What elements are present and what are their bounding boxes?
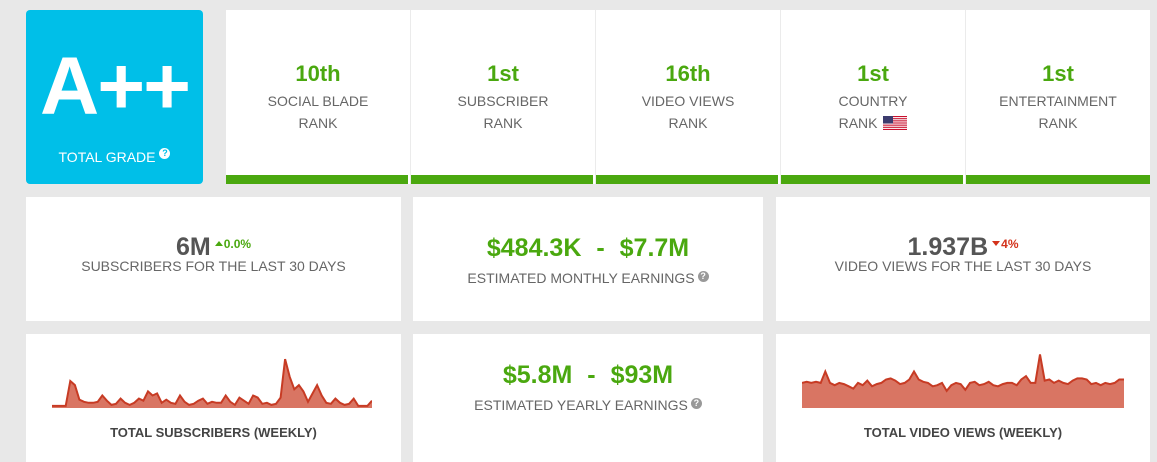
rank-label: ENTERTAINMENT — [999, 93, 1117, 109]
rank-value: 1st — [857, 61, 889, 86]
rank-value: 10th — [295, 61, 341, 86]
rank-video-views: 16th VIDEO VIEWS RANK — [596, 10, 781, 184]
subscribers-30d-row: 6M 0.0% — [26, 229, 401, 262]
rank-country: 1st COUNTRY RANK — [781, 10, 966, 184]
rank-accent-bar — [411, 175, 593, 184]
views-weekly-card: TOTAL VIDEO VIEWS (WEEKLY) — [776, 334, 1150, 462]
views-30d-label: VIDEO VIEWS FOR THE LAST 30 DAYS — [834, 258, 1092, 274]
total-grade-value: A++ — [40, 41, 191, 132]
views-weekly-sparkline — [802, 354, 1124, 408]
rank-value: 16th — [665, 61, 711, 86]
total-grade-card: A++ TOTAL GRADE? — [26, 10, 203, 184]
rank-value: 1st — [1042, 61, 1074, 86]
rank-strip: 10th SOCIAL BLADE RANK 1st SUBSCRIBER RA… — [226, 10, 1150, 184]
subscribers-30d-value: 6M — [175, 233, 211, 261]
sparkline-line — [802, 354, 1124, 393]
range-separator: - — [596, 234, 605, 262]
rank-label: SOCIAL BLADE — [267, 93, 369, 109]
range-separator: - — [587, 361, 596, 389]
sparkline-line — [52, 358, 372, 407]
views-30d-card: 1.937B 4% VIDEO VIEWS FOR THE LAST 30 DAY… — [776, 197, 1150, 321]
views-weekly-label: TOTAL VIDEO VIEWS (WEEKLY) — [863, 425, 1063, 440]
monthly-earnings-label-row: ESTIMATED MONTHLY EARNINGS? — [413, 269, 763, 287]
subscribers-weekly-sparkline — [52, 358, 372, 408]
rank-label: COUNTRY — [838, 93, 908, 109]
views-30d-row: 1.937B 4% — [776, 229, 1150, 262]
subscribers-30d-change: 0.0% — [214, 237, 252, 251]
yearly-earnings-high: $93M — [610, 361, 674, 389]
rank-label: RANK — [1038, 115, 1078, 131]
yearly-earnings-low: $5.8M — [502, 361, 573, 389]
caret-down-icon — [992, 241, 1001, 246]
views-30d-change-value: 4% — [1001, 237, 1019, 251]
sparkline-area — [52, 359, 372, 408]
rank-accent-bar — [596, 175, 778, 184]
monthly-earnings-label: ESTIMATED MONTHLY EARNINGS — [467, 270, 695, 286]
subscribers-30d-card: 6M 0.0% SUBSCRIBERS FOR THE LAST 30 DAYS — [26, 197, 401, 321]
total-grade-label: TOTAL GRADE — [58, 149, 156, 165]
rank-social-blade: 10th SOCIAL BLADE RANK — [226, 10, 411, 184]
rank-accent-bar — [226, 175, 408, 184]
monthly-earnings-high: $7.7M — [619, 234, 690, 262]
rank-label: RANK — [483, 115, 523, 131]
yearly-earnings-label-row: ESTIMATED YEARLY EARNINGS? — [413, 396, 763, 414]
yearly-earnings-label: ESTIMATED YEARLY EARNINGS — [474, 397, 688, 413]
subscribers-30d-label: SUBSCRIBERS FOR THE LAST 30 DAYS — [81, 258, 346, 274]
help-icon[interactable]: ? — [697, 271, 709, 282]
rank-subscriber: 1st SUBSCRIBER RANK — [411, 10, 596, 184]
rank-accent-bar — [966, 175, 1150, 184]
subscribers-30d-change-value: 0.0% — [223, 237, 252, 251]
rank-value: 1st — [487, 61, 519, 86]
us-flag-icon — [883, 116, 908, 130]
rank-label: RANK — [838, 115, 878, 131]
total-grade-label-row: TOTAL GRADE? — [26, 148, 203, 166]
views-30d-value: 1.937B — [907, 233, 989, 261]
help-icon[interactable]: ? — [159, 148, 171, 159]
caret-up-icon — [214, 241, 223, 246]
rank-label: RANK — [668, 115, 708, 131]
rank-accent-bar — [781, 175, 963, 184]
subscribers-weekly-card: TOTAL SUBSCRIBERS (WEEKLY) — [26, 334, 401, 462]
monthly-earnings-range: $484.3K - $7.7M — [413, 233, 763, 263]
rank-label: SUBSCRIBER — [457, 93, 549, 109]
rank-entertainment: 1st ENTERTAINMENT RANK — [966, 10, 1150, 184]
subscribers-weekly-label: TOTAL SUBSCRIBERS (WEEKLY) — [110, 425, 317, 440]
yearly-earnings-range: $5.8M - $93M — [413, 360, 763, 390]
yearly-earnings-card: $5.8M - $93M ESTIMATED YEARLY EARNINGS? — [413, 334, 763, 462]
help-icon[interactable]: ? — [690, 398, 702, 409]
views-30d-change: 4% — [992, 237, 1018, 251]
sparkline-area — [802, 354, 1124, 408]
monthly-earnings-card: $484.3K - $7.7M ESTIMATED MONTHLY EARNIN… — [413, 197, 763, 321]
rank-label: VIDEO VIEWS — [641, 93, 735, 109]
rank-label: RANK — [298, 115, 338, 131]
monthly-earnings-low: $484.3K — [486, 234, 582, 262]
rank-label-row: RANK — [781, 114, 965, 132]
